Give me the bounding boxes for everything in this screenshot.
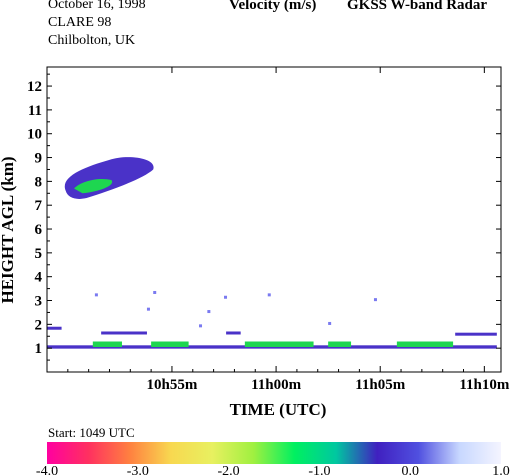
y-tick-label: 12 [27,79,42,95]
low-layer-green [151,341,189,347]
y-tick-label: 9 [35,151,43,167]
x-axis: 10h55m 11h00m 11h05m 11h10m [67,67,510,393]
thin-layer-echo [226,331,241,335]
echo-speck [207,310,211,314]
x-tick-label: 10h55m [147,377,198,393]
upper-cloud-echo [64,157,154,199]
echo-speck [373,298,377,302]
echo-speck [267,293,271,297]
colorbar-labels: -4.0 -3.0 -2.0 -1.0 0.0 1.0 [36,464,510,476]
colorbar-label: -4.0 [36,464,58,476]
y-tick-label: 8 [35,174,43,190]
radar-echoes [47,157,497,349]
echo-speck [199,324,203,328]
location-label: Chilbolton, UK [48,33,136,48]
thin-layer-echo [101,331,147,335]
echo-speck [328,321,332,325]
colorbar-label: -3.0 [127,464,149,476]
y-tick-label: 5 [35,246,43,262]
thin-layer-echo [47,326,62,330]
colorbar [47,442,501,464]
echo-speck [224,295,228,299]
date-label: October 16, 1998 [48,0,146,12]
x-tick-label: 11h00m [251,377,302,393]
thin-layer-echo [455,332,497,336]
echo-speck [94,293,98,297]
campaign-label: CLARE 98 [48,15,112,30]
colorbar-label: 1.0 [492,464,510,476]
y-tick-label: 10 [27,127,42,143]
y-tick-label: 4 [35,270,43,286]
echo-speck [146,307,150,311]
colorbar-label: -2.0 [218,464,240,476]
low-layer-green [328,341,352,347]
low-layer-green [92,341,122,347]
x-tick-label: 11h10m [459,377,510,393]
x-tick-label: 11h05m [355,377,406,393]
y-tick-label: 2 [35,317,43,333]
echo-speck [153,290,157,294]
y-tick-label: 3 [35,294,43,310]
plot-frame [46,66,502,373]
y-tick-label: 6 [35,222,43,238]
upper-cloud-core [74,178,113,194]
y-tick-label: 11 [28,103,42,119]
y-tick-label: 7 [35,198,43,214]
colorbar-label: 0.0 [401,464,419,476]
y-tick-label: 1 [35,341,43,357]
low-layer-green [396,341,454,347]
y-axis-title: HEIGHT AGL (km) [0,156,17,303]
variable-label: Velocity (m/s) [229,0,317,13]
colorbar-label: -1.0 [308,464,330,476]
x-axis-title: TIME (UTC) [230,400,327,419]
instrument-label: GKSS W-band Radar [347,0,488,13]
start-label: Start: 1049 UTC [48,425,135,440]
low-layer-green [244,341,314,347]
